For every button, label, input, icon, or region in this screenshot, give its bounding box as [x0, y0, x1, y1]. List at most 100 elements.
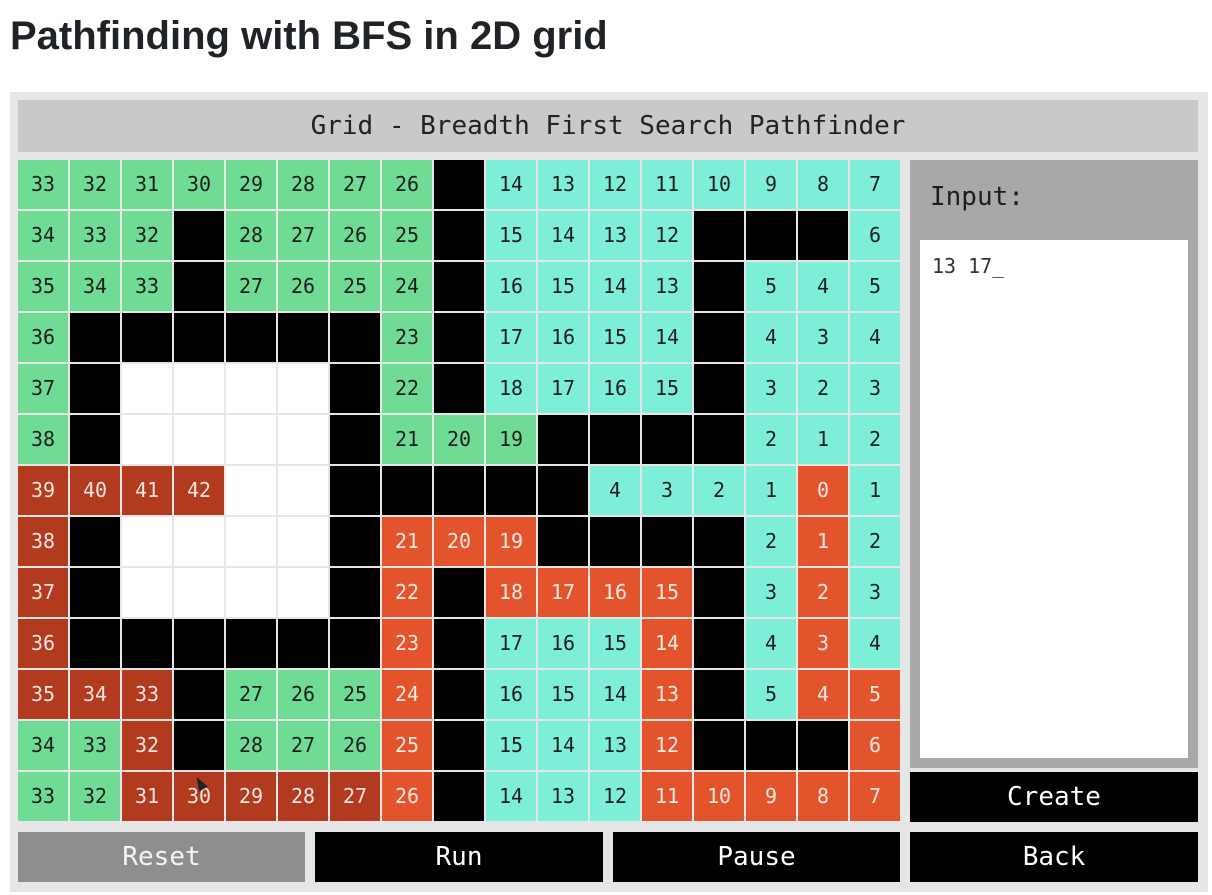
grid-cell[interactable]: 1 — [798, 517, 848, 566]
grid-cell[interactable]: 39 — [18, 466, 68, 515]
grid-cell[interactable]: 29 — [226, 160, 276, 209]
grid-cell[interactable]: 15 — [590, 619, 640, 668]
grid-cell[interactable] — [694, 517, 744, 566]
grid-cell[interactable]: 31 — [122, 160, 172, 209]
run-button[interactable]: Run — [315, 832, 603, 882]
grid-cell[interactable]: 34 — [18, 211, 68, 260]
grid-cell[interactable]: 15 — [538, 670, 588, 719]
grid-cell[interactable]: 11 — [642, 772, 692, 821]
grid-cell[interactable]: 27 — [330, 772, 380, 821]
grid-cell[interactable] — [538, 415, 588, 464]
input-textbox[interactable]: 13 17_ — [920, 240, 1188, 758]
grid-cell[interactable] — [122, 313, 172, 362]
grid-cell[interactable]: 4 — [746, 619, 796, 668]
grid-cell[interactable] — [278, 619, 328, 668]
grid-cell[interactable]: 5 — [850, 670, 900, 719]
grid-cell[interactable]: 25 — [330, 262, 380, 311]
grid-cell[interactable]: 15 — [538, 262, 588, 311]
grid-cell[interactable] — [694, 415, 744, 464]
grid-cell[interactable] — [330, 619, 380, 668]
grid-cell[interactable]: 34 — [70, 670, 120, 719]
grid-cell[interactable]: 13 — [642, 262, 692, 311]
grid-cell[interactable] — [122, 568, 172, 617]
grid-cell[interactable]: 2 — [746, 415, 796, 464]
grid-cell[interactable] — [590, 415, 640, 464]
grid-cell[interactable]: 23 — [382, 313, 432, 362]
grid-cell[interactable] — [226, 619, 276, 668]
grid-cell[interactable]: 8 — [798, 772, 848, 821]
grid-cell[interactable]: 32 — [70, 160, 120, 209]
grid-cell[interactable]: 18 — [486, 364, 536, 413]
grid-cell[interactable] — [434, 772, 484, 821]
grid-cell[interactable]: 4 — [850, 619, 900, 668]
grid-cell[interactable] — [226, 517, 276, 566]
grid-cell[interactable]: 33 — [122, 262, 172, 311]
grid-cell[interactable]: 42 — [174, 466, 224, 515]
grid-cell[interactable]: 9 — [746, 772, 796, 821]
grid-cell[interactable] — [70, 568, 120, 617]
grid-cell[interactable]: 33 — [70, 211, 120, 260]
grid-cell[interactable]: 19 — [486, 415, 536, 464]
grid-cell[interactable]: 16 — [590, 568, 640, 617]
pause-button[interactable]: Pause — [613, 832, 900, 882]
grid-cell[interactable] — [174, 568, 224, 617]
grid-cell[interactable]: 3 — [746, 568, 796, 617]
grid-cell[interactable]: 14 — [642, 313, 692, 362]
grid-cell[interactable] — [694, 670, 744, 719]
grid-cell[interactable]: 13 — [590, 721, 640, 770]
grid-cell[interactable] — [538, 466, 588, 515]
grid-cell[interactable] — [694, 313, 744, 362]
grid-cell[interactable]: 10 — [694, 772, 744, 821]
grid-cell[interactable]: 15 — [642, 568, 692, 617]
grid-cell[interactable]: 6 — [850, 721, 900, 770]
grid-cell[interactable]: 1 — [746, 466, 796, 515]
grid-cell[interactable]: 26 — [278, 670, 328, 719]
grid-cell[interactable]: 25 — [382, 721, 432, 770]
grid-cell[interactable] — [434, 160, 484, 209]
grid-cell[interactable] — [434, 619, 484, 668]
grid-cell[interactable] — [70, 415, 120, 464]
grid-cell[interactable]: 7 — [850, 160, 900, 209]
grid-cell[interactable]: 14 — [538, 211, 588, 260]
grid-cell[interactable]: 3 — [850, 568, 900, 617]
grid-cell[interactable] — [746, 211, 796, 260]
grid-cell[interactable]: 33 — [18, 772, 68, 821]
grid-cell[interactable]: 4 — [798, 262, 848, 311]
grid-cell[interactable] — [226, 364, 276, 413]
grid-cell[interactable] — [174, 262, 224, 311]
grid-cell[interactable]: 12 — [590, 772, 640, 821]
grid-cell[interactable]: 7 — [850, 772, 900, 821]
grid-cell[interactable]: 1 — [798, 415, 848, 464]
grid-cell[interactable]: 14 — [538, 721, 588, 770]
grid-cell[interactable] — [434, 466, 484, 515]
grid-cell[interactable] — [746, 721, 796, 770]
grid-cell[interactable] — [434, 568, 484, 617]
grid-cell[interactable] — [278, 517, 328, 566]
grid-cell[interactable]: 18 — [486, 568, 536, 617]
grid-cell[interactable]: 2 — [850, 415, 900, 464]
grid-cell[interactable]: 8 — [798, 160, 848, 209]
grid-cell[interactable] — [278, 415, 328, 464]
grid-cell[interactable] — [122, 619, 172, 668]
grid-cell[interactable] — [694, 568, 744, 617]
reset-button[interactable]: Reset — [18, 832, 305, 882]
grid-cell[interactable]: 14 — [486, 772, 536, 821]
grid-cell[interactable] — [694, 721, 744, 770]
grid-cell[interactable]: 28 — [226, 211, 276, 260]
grid-cell[interactable]: 25 — [330, 670, 380, 719]
grid-cell[interactable]: 3 — [746, 364, 796, 413]
grid-cell[interactable]: 6 — [850, 211, 900, 260]
grid-cell[interactable]: 31 — [122, 772, 172, 821]
grid-cell[interactable] — [642, 415, 692, 464]
grid-cell[interactable] — [642, 517, 692, 566]
grid-cell[interactable]: 30 — [174, 160, 224, 209]
grid-cell[interactable]: 14 — [590, 670, 640, 719]
grid-cell[interactable]: 29 — [226, 772, 276, 821]
grid-cell[interactable]: 3 — [798, 619, 848, 668]
grid-cell[interactable]: 13 — [538, 772, 588, 821]
grid-cell[interactable]: 27 — [278, 721, 328, 770]
grid-cell[interactable]: 20 — [434, 517, 484, 566]
grid-cell[interactable]: 2 — [746, 517, 796, 566]
grid-cell[interactable] — [434, 211, 484, 260]
grid-cell[interactable]: 5 — [850, 262, 900, 311]
